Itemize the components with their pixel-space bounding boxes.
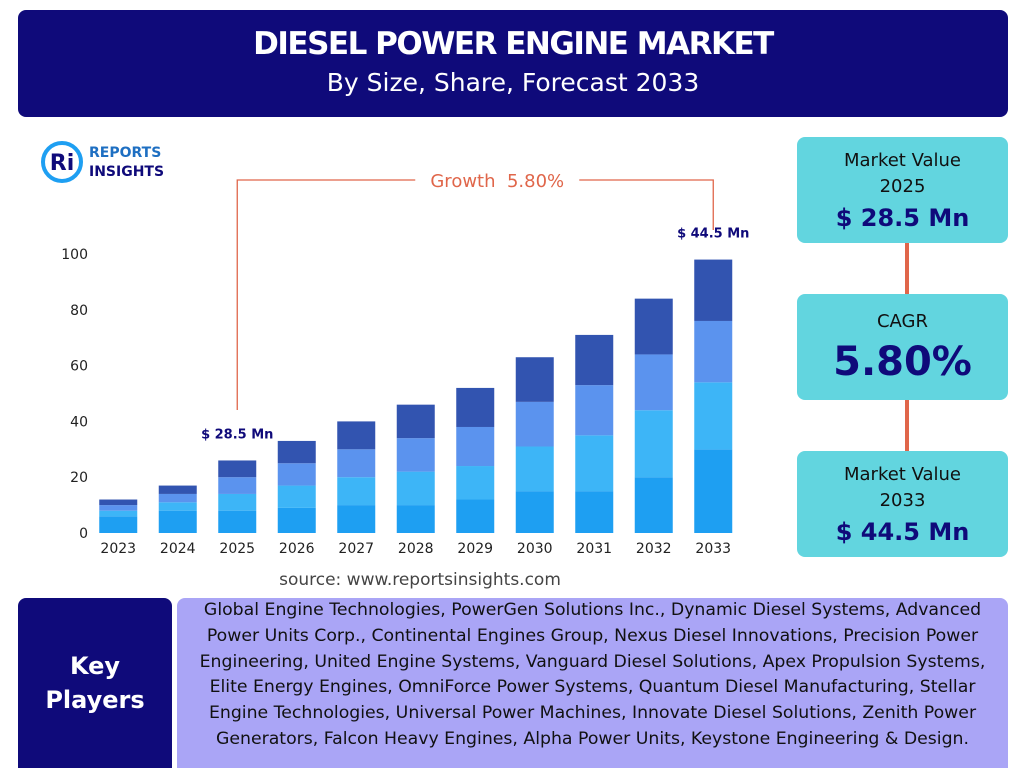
bar-segment	[515, 446, 554, 492]
bar-segment	[456, 426, 495, 467]
growth-bracket	[236, 179, 416, 410]
x-tick-label: 2027	[338, 541, 374, 557]
bar-segment	[337, 421, 376, 450]
bar-segment	[634, 410, 673, 478]
title: DIESEL POWER ENGINE MARKET	[253, 26, 774, 62]
bar-segment	[396, 404, 435, 439]
y-tick-label: 60	[70, 359, 88, 375]
annotation: $ 44.5 Mn	[677, 227, 749, 242]
x-tick-label: 2025	[219, 541, 255, 557]
y-tick-label: 20	[70, 470, 88, 486]
panel-value: $ 44.5 Mn	[835, 518, 970, 546]
key-players-label: Key Players	[18, 598, 172, 768]
panel: CAGR 5.80%	[797, 294, 1008, 400]
x-tick-label: 2024	[160, 541, 196, 557]
x-tick-label: 2029	[457, 541, 493, 557]
bar-segment	[694, 449, 733, 533]
bar-segment	[575, 435, 614, 492]
source: source: www.reportsinsights.com	[279, 570, 561, 590]
y-tick-label: 40	[70, 414, 88, 430]
x-tick-label: 2033	[695, 541, 731, 557]
key-players-label-text: Key Players	[45, 652, 145, 714]
panel-label: 2025	[879, 176, 926, 197]
bar-segment	[515, 357, 554, 402]
y-tick-label: 0	[79, 526, 88, 542]
bar-segment	[515, 491, 554, 533]
growth-bracket	[579, 179, 714, 230]
bar-segment	[694, 320, 733, 383]
key-players-list: Global Engine Technologies, PowerGen Sol…	[177, 598, 1008, 768]
bar-segment	[575, 334, 614, 386]
x-tick-label: 2028	[398, 541, 434, 557]
chart: Ri REPORTS INSIGHTS 0 20 40 60 80 100 2023 2024…	[41, 141, 749, 590]
x-tick-label: 2023	[100, 541, 136, 557]
panel-value: 5.80%	[833, 339, 972, 385]
logo-text: REPORTS	[89, 145, 161, 161]
x-tick-label: 2032	[636, 541, 672, 557]
bar-segment	[218, 460, 257, 478]
bar-segment	[277, 440, 316, 464]
bar-segment	[575, 491, 614, 533]
panel: Market Value 2033 $ 44.5 Mn	[797, 451, 1008, 557]
annotation: $ 28.5 Mn	[201, 427, 273, 442]
bar-segment	[694, 382, 733, 450]
bar-segment	[456, 466, 495, 500]
bar-segment	[456, 499, 495, 533]
header: DIESEL POWER ENGINE MARKET By Size, Shar…	[18, 10, 1008, 117]
bar-segment	[456, 387, 495, 427]
logo-letters: Ri	[50, 151, 74, 176]
bar-segment	[575, 385, 614, 436]
logo-text: INSIGHTS	[89, 164, 164, 180]
bar-segment	[99, 499, 138, 506]
bar-segment	[634, 354, 673, 411]
bar-segment	[158, 510, 197, 533]
panel-value: $ 28.5 Mn	[835, 204, 970, 232]
bar-segment	[277, 463, 316, 486]
y-tick-label: 100	[61, 247, 88, 263]
bar-segment	[158, 493, 197, 503]
panel-label: 2033	[879, 490, 926, 511]
bar-segment	[218, 510, 257, 533]
bar-segment	[218, 493, 257, 511]
x-tick-label: 2030	[517, 541, 553, 557]
growth-label: Growth 5.80%	[430, 171, 564, 192]
bar-segment	[337, 449, 376, 478]
panel-label: Market Value	[843, 464, 962, 485]
bar-segment	[634, 477, 673, 533]
bar-segment	[694, 259, 733, 321]
bar-segment	[277, 485, 316, 508]
subtitle: By Size, Share, Forecast 2033	[326, 68, 700, 97]
connector	[905, 400, 909, 451]
bar-segment	[277, 507, 316, 533]
connector	[905, 243, 909, 294]
bar-segment	[396, 505, 435, 533]
bar-segment	[158, 485, 197, 494]
bar-segment	[515, 401, 554, 447]
bar-segment	[337, 477, 376, 506]
logo-mark	[41, 141, 83, 183]
bar-segment	[337, 505, 376, 533]
panel-label: Market Value	[843, 150, 962, 171]
panel: Market Value 2025 $ 28.5 Mn	[797, 137, 1008, 243]
bar-segment	[634, 298, 673, 355]
bar-segment	[396, 471, 435, 506]
bar-segment	[218, 477, 257, 494]
bar-segment	[396, 438, 435, 472]
bar-segment	[99, 510, 138, 517]
bar-segment	[99, 505, 138, 511]
y-tick-label: 80	[70, 303, 88, 319]
bar-segment	[99, 516, 138, 533]
x-tick-label: 2026	[279, 541, 315, 557]
panel-label: CAGR	[876, 311, 929, 332]
bar-segment	[158, 502, 197, 511]
x-tick-label: 2031	[576, 541, 612, 557]
